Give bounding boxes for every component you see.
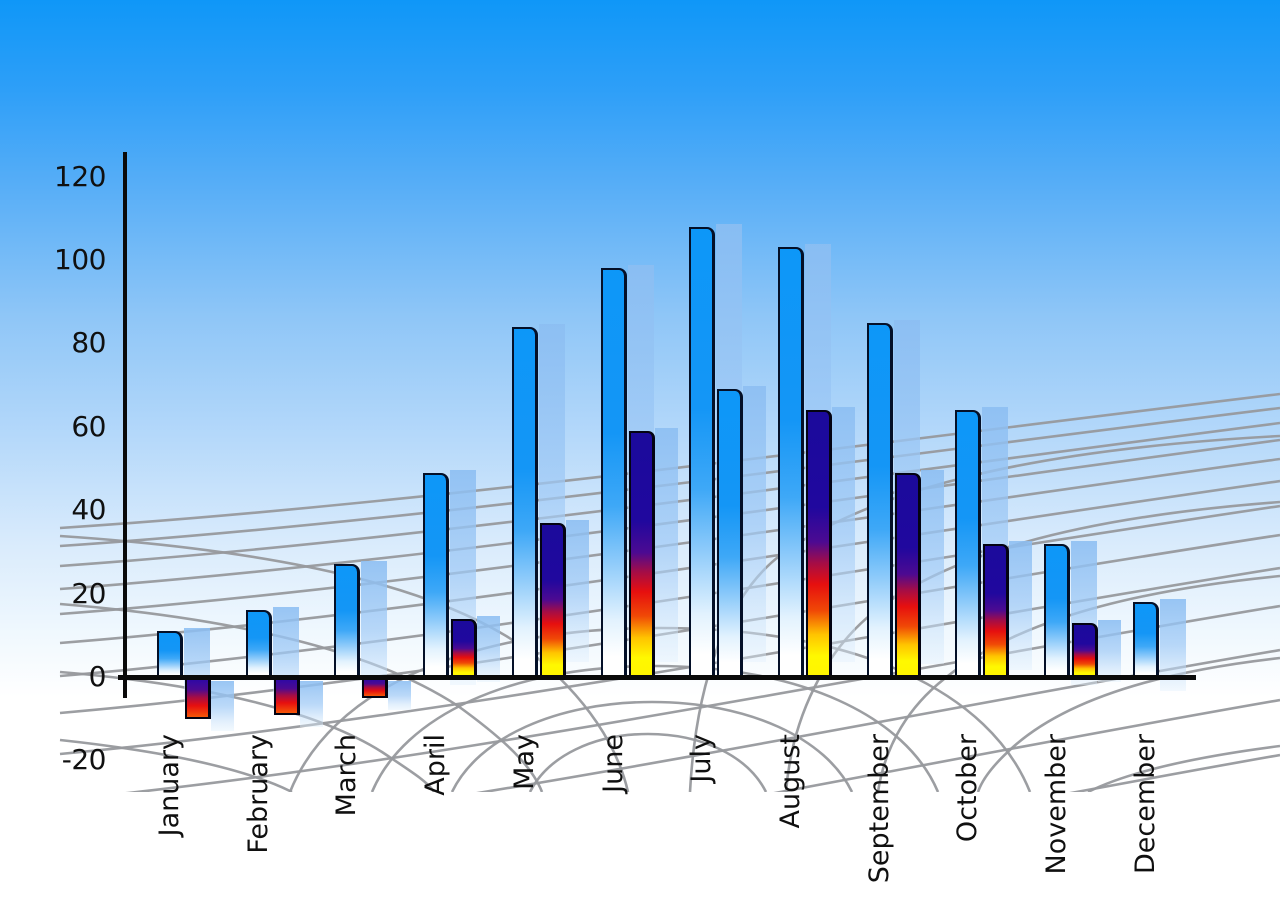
grid-curve [450,700,854,792]
y-tick-label-0: 0 [88,660,107,693]
y-tick-label-80: 80 [71,326,106,360]
bar-june-secondary-echo [654,427,678,662]
grid-curve [976,656,1280,792]
x-tick-label-june: June [597,734,629,793]
x-axis-zero-line [118,675,1196,680]
y-tick-label--20: -20 [61,743,107,777]
x-tick-label-december: December [1129,734,1161,875]
grid-curve [528,732,768,792]
bar-september-secondary-echo [920,469,944,664]
grid-curve [59,602,544,792]
bar-june-primary [600,268,627,679]
x-tick-label-november: November [1041,734,1072,875]
grid-curve [59,738,293,792]
x-tick-label-september: September [863,734,895,884]
bar-may-secondary-echo [565,519,589,662]
bar-october-primary [955,410,982,679]
bar-july-secondary-echo [743,386,767,662]
x-tick-label-april: April [420,734,452,796]
bar-august-secondary-echo [831,407,855,662]
bar-november-primary [1044,543,1070,679]
grid-curve [59,670,436,792]
bar-may-primary [511,326,538,679]
grid-curve [773,698,1280,792]
y-tick-label-20: 20 [71,576,106,610]
bar-september-secondary [894,472,921,679]
bar-may-secondary [539,522,566,679]
bar-january-secondary-echo [211,681,234,731]
bar-july-secondary [717,389,744,679]
bar-june-secondary [628,430,655,679]
y-axis-line [123,152,127,698]
bar-february-secondary-echo [299,681,323,727]
x-tick-label-july: July [686,734,718,783]
bar-october-secondary [983,543,1010,679]
bar-december-primary [1132,601,1159,679]
y-tick-label-60: 60 [71,409,106,443]
bar-november-secondary [1072,622,1098,679]
y-tick-label-40: 40 [71,493,106,527]
grid-curve [59,566,1280,756]
x-tick-label-may: May [508,734,540,790]
grid-curve [370,664,940,792]
bar-march-primary-echo [361,561,388,697]
x-tick-label-january: January [154,734,185,837]
bar-july-primary [689,226,716,679]
bar-january-primary [157,631,183,679]
bar-november-secondary-echo [1098,619,1121,682]
bar-august-secondary [805,410,832,679]
y-tick-label-100: 100 [54,243,106,276]
x-tick-label-august: August [774,734,806,829]
x-tick-label-march: March [331,734,363,817]
bar-march-primary [334,564,361,679]
bar-april-primary [423,472,450,679]
bar-october-secondary-echo [1009,540,1033,670]
bar-february-secondary [273,677,300,715]
bar-april-secondary-echo [477,615,501,682]
bar-january-secondary [185,677,211,719]
bar-august-primary [777,247,804,679]
bar-march-secondary-echo [388,681,412,710]
y-tick-label-120: 120 [54,159,106,193]
x-tick-label-october: October [952,734,984,843]
bar-september-primary [866,322,893,679]
grid-curve [1087,744,1280,792]
x-tick-label-february: February [242,734,274,854]
